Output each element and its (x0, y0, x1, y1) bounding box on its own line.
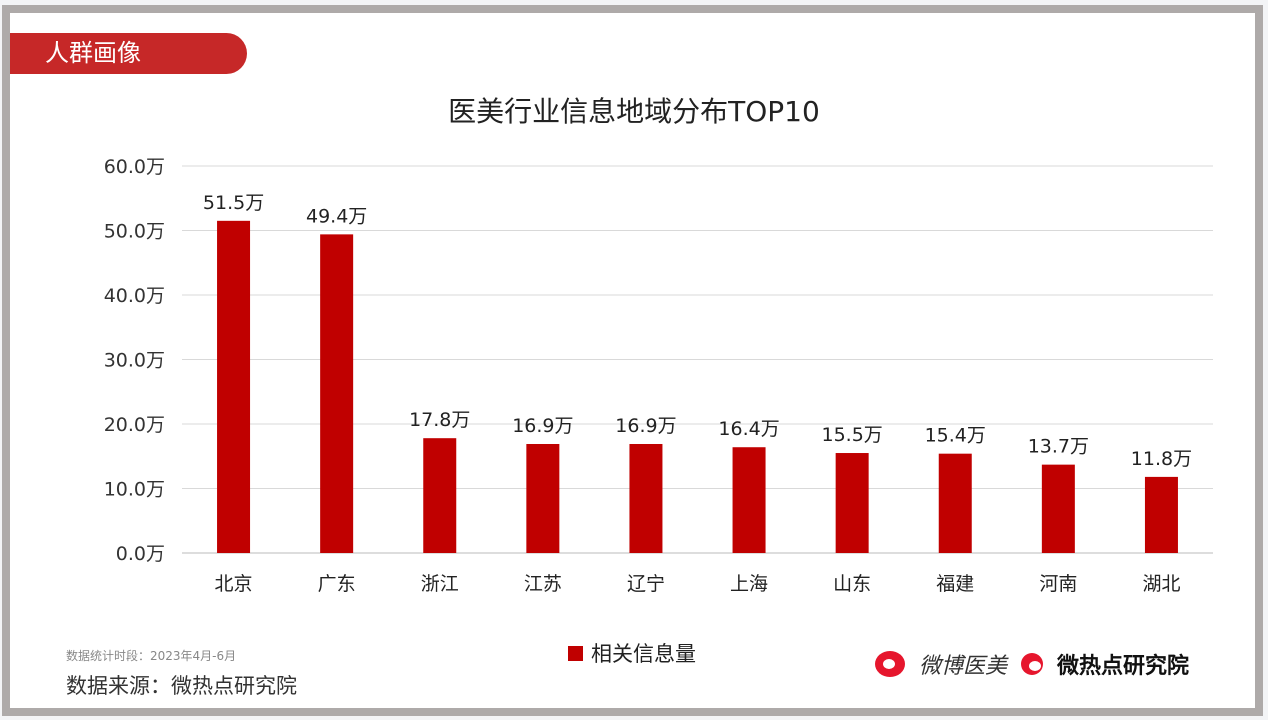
data-label: 49.4万 (306, 205, 367, 227)
weiredian-logo-icon (1021, 653, 1044, 675)
x-tick-label: 江苏 (524, 573, 562, 595)
data-label: 16.4万 (718, 418, 779, 440)
x-tick-label: 福建 (936, 573, 974, 595)
x-tick-label: 辽宁 (627, 573, 665, 595)
y-tick-label: 30.0万 (104, 350, 165, 372)
data-label: 16.9万 (512, 415, 573, 437)
slide-frame (2, 5, 1263, 716)
weibo-logo-icon (875, 651, 905, 677)
y-tick-label: 0.0万 (116, 543, 165, 565)
legend: 相关信息量 (568, 638, 696, 668)
data-source: 数据来源：微热点研究院 (66, 674, 297, 698)
section-tag: 人群画像 (10, 33, 247, 74)
x-tick-label: 山东 (833, 573, 871, 595)
x-tick-label: 广东 (318, 573, 356, 595)
legend-label: 相关信息量 (591, 642, 696, 666)
data-label: 16.9万 (615, 415, 676, 437)
x-tick-label: 北京 (215, 573, 253, 595)
y-tick-label: 60.0万 (104, 156, 165, 178)
bar (938, 453, 972, 553)
legend-swatch (568, 645, 583, 661)
weibo-medical-logo: 微博医美 (919, 654, 1008, 679)
y-tick-label: 10.0万 (104, 479, 165, 501)
data-label: 15.5万 (821, 424, 882, 446)
y-tick-label: 50.0万 (104, 221, 165, 243)
data-label: 11.8万 (1131, 448, 1192, 470)
bar (1041, 464, 1075, 553)
bar (423, 438, 457, 553)
x-tick-label: 上海 (730, 573, 768, 595)
y-tick-label: 20.0万 (104, 414, 165, 436)
bar (217, 220, 251, 553)
logos: 微博医美 微热点研究院 (875, 648, 1189, 680)
data-label: 51.5万 (203, 192, 264, 214)
data-label: 17.8万 (409, 409, 470, 431)
weiredian-logo: 微热点研究院 (1057, 654, 1190, 679)
bar (526, 443, 560, 553)
chart-title: 医美行业信息地域分布TOP10 (448, 95, 820, 128)
bar (732, 447, 766, 553)
bar (835, 453, 869, 553)
x-tick-label: 湖北 (1142, 573, 1180, 595)
data-label: 15.4万 (925, 425, 986, 447)
y-tick-label: 40.0万 (104, 285, 165, 307)
x-tick-label: 浙江 (421, 573, 459, 595)
bar (320, 234, 354, 553)
data-period: 数据统计时段：2023年4月-6月 (66, 649, 237, 663)
data-label: 13.7万 (1028, 436, 1089, 458)
bar (629, 443, 663, 553)
bar (1144, 476, 1178, 553)
x-tick-label: 河南 (1039, 573, 1077, 595)
